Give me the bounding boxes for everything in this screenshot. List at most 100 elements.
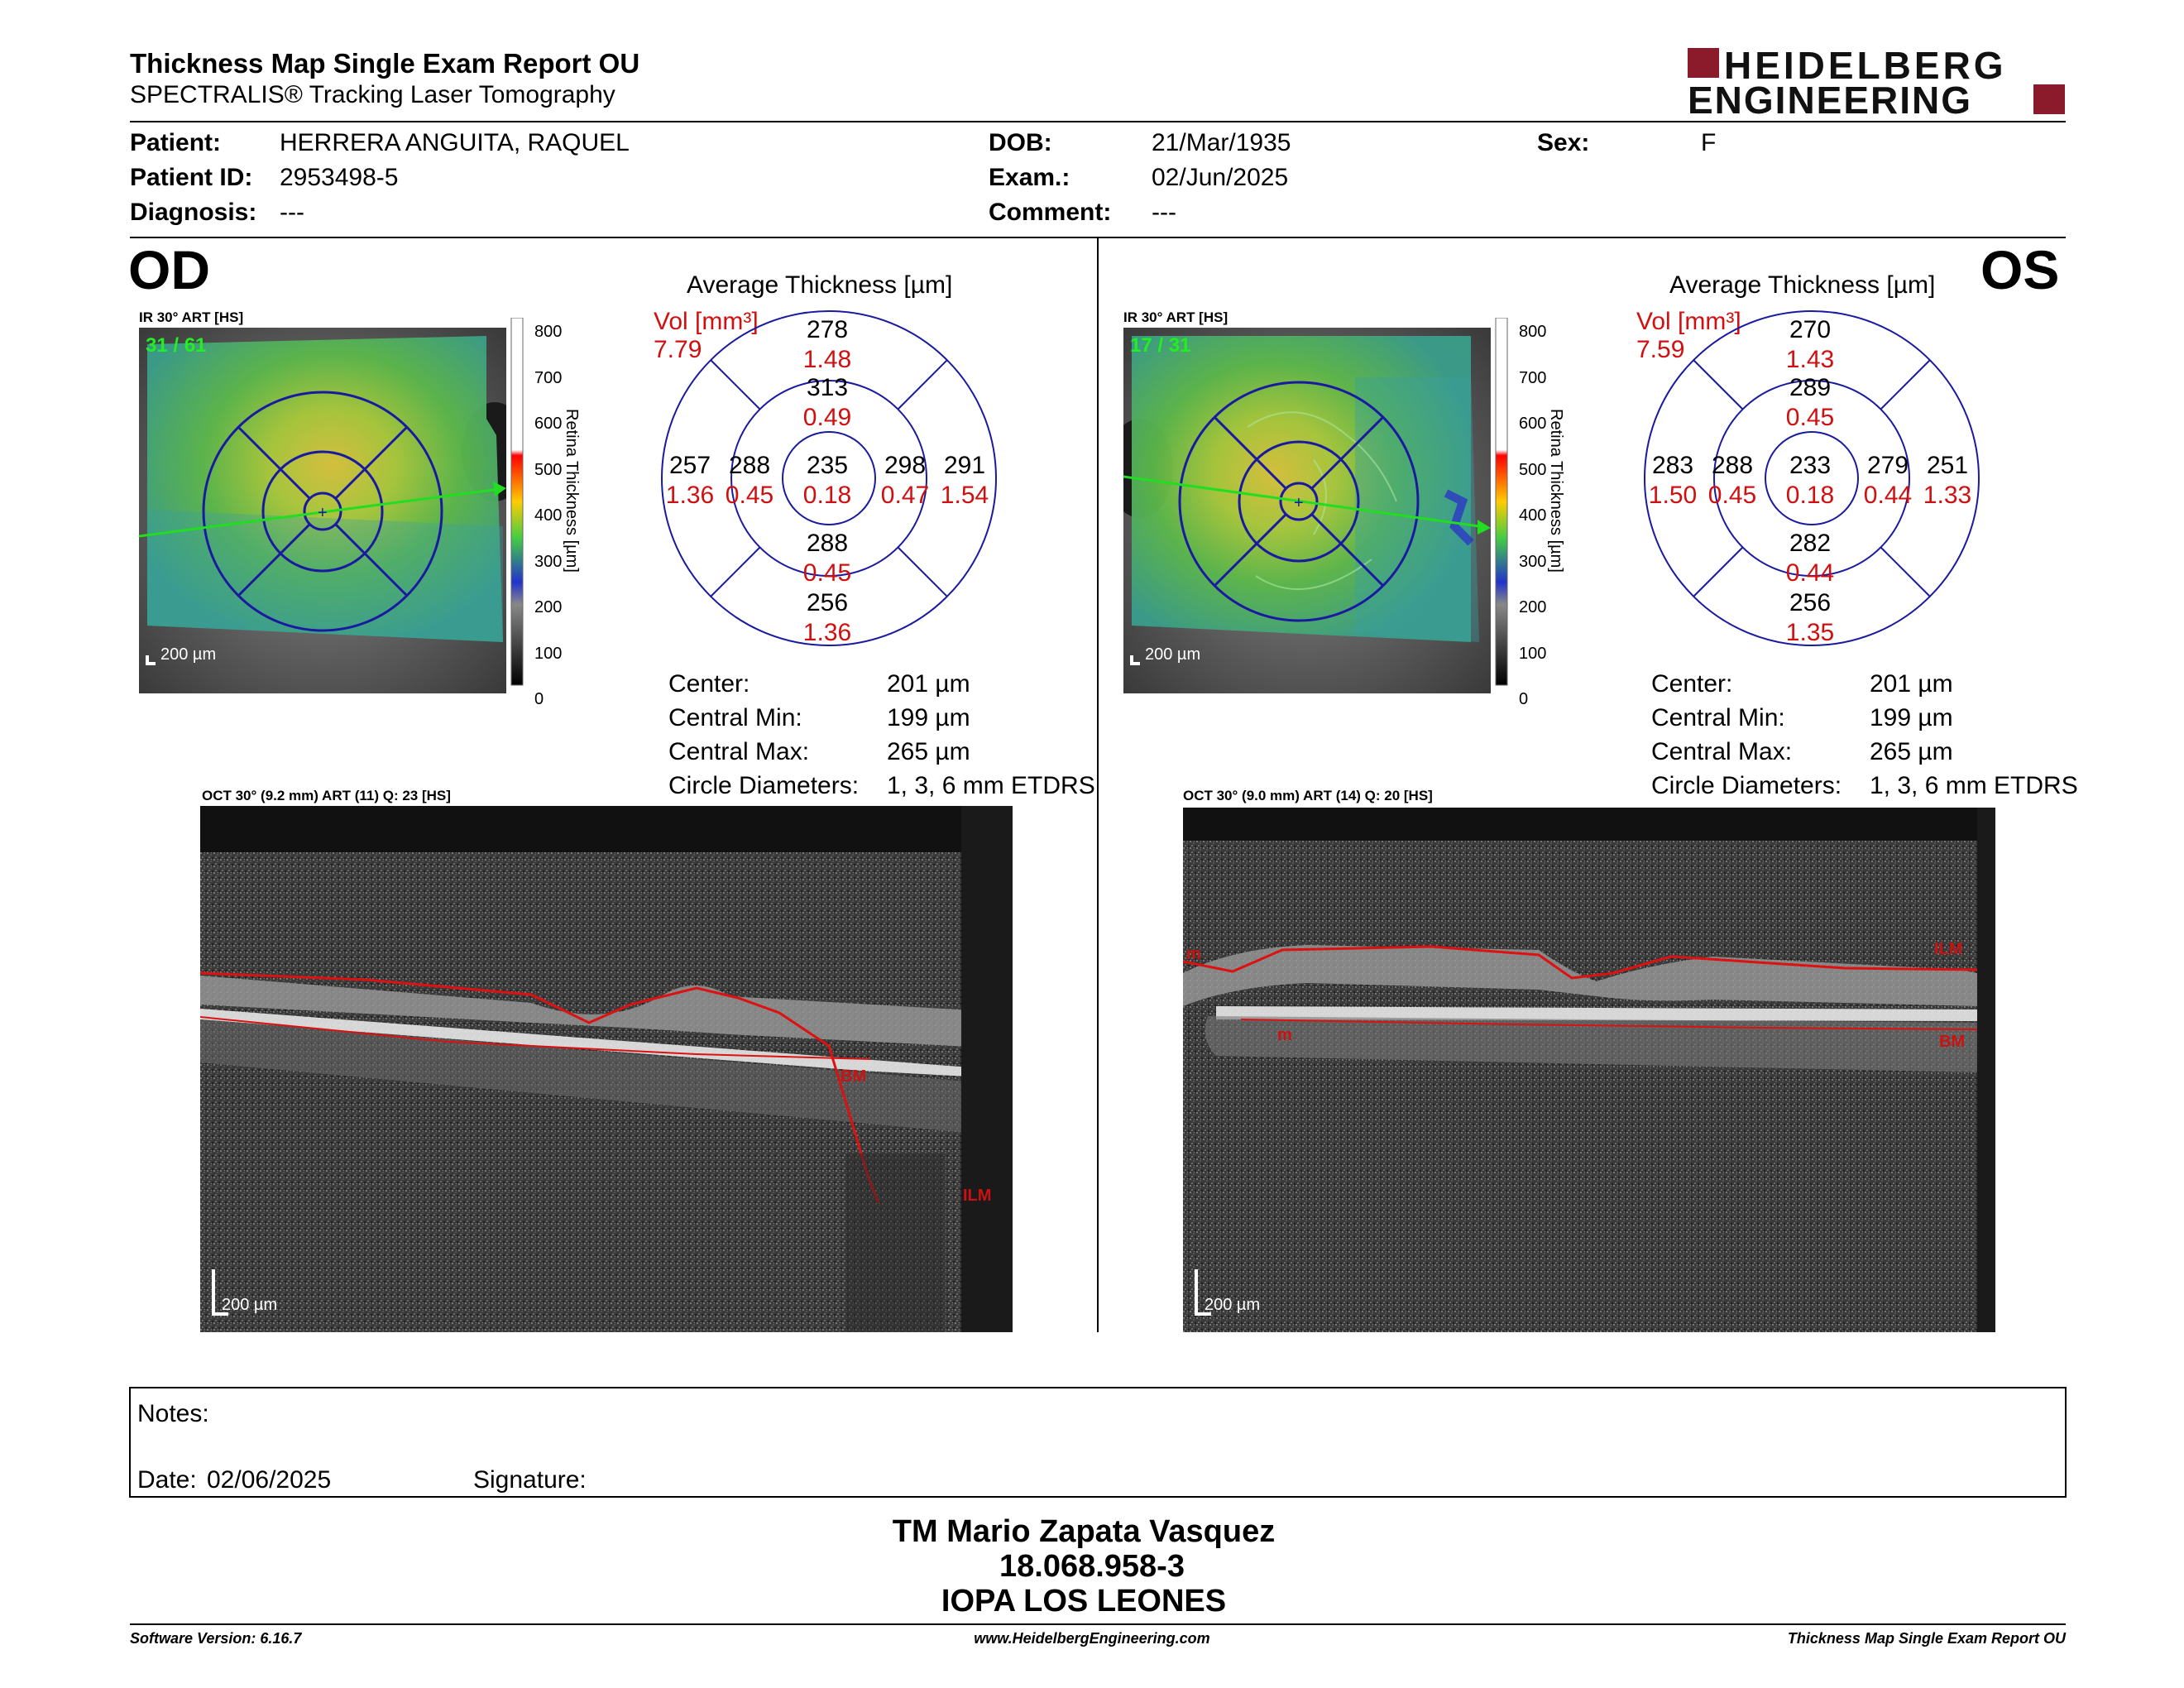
- os-center-label: Center:: [1651, 670, 1733, 698]
- os-outer-inf-t: 256: [1789, 589, 1831, 616]
- od-frames: 31 / 61: [146, 334, 207, 357]
- os-outer-right-v: 1.33: [1923, 482, 1971, 509]
- sex-label: Sex:: [1537, 129, 1590, 156]
- os-avg-title: Average Thickness [µm]: [1669, 271, 1936, 299]
- os-outer-left-t: 283: [1652, 452, 1693, 479]
- date-value: 02/06/2025: [207, 1466, 332, 1494]
- od-oct-scalebar: 200 µm: [222, 1296, 278, 1314]
- patient-id-label: Patient ID:: [130, 164, 253, 191]
- patient-name: HERRERA ANGUITA, RAQUEL: [280, 129, 630, 156]
- od-cbar-tick: 200: [534, 598, 563, 616]
- signature-label: Signature:: [473, 1466, 587, 1494]
- os-max-value: 265 µm: [1870, 738, 1953, 765]
- od-center-t: 235: [807, 452, 848, 479]
- os-layer-m2: m: [1277, 1026, 1292, 1044]
- notes-box: Notes: Date: 02/06/2025 Signature:: [129, 1387, 2067, 1498]
- os-oct-scalebar: 200 µm: [1205, 1296, 1261, 1314]
- os-oct-label: OCT 30° (9.0 mm) ART (14) Q: 20 [HS]: [1183, 788, 1433, 803]
- od-layer-ilm: ILM: [963, 1187, 992, 1205]
- dob-value: 21/Mar/1935: [1152, 129, 1291, 156]
- od-etdrs-grid: 278 1.48 313 0.49 235 0.18 288 0.45 298 …: [661, 310, 997, 646]
- os-colorbar: 800 700 600 500 400 300 200 100 0 Retina…: [1494, 317, 1585, 708]
- os-scalebar: 200 µm: [1145, 645, 1201, 664]
- os-inner-right-t: 279: [1867, 452, 1909, 479]
- od-inner-left-t: 288: [729, 452, 770, 479]
- sex-value: F: [1701, 129, 1717, 156]
- os-outer-sup-v: 1.43: [1786, 346, 1834, 373]
- od-cbar-tick: 300: [534, 552, 563, 571]
- os-inner-inf-t: 282: [1789, 530, 1831, 557]
- os-inner-inf-v: 0.44: [1786, 559, 1834, 587]
- os-inner-left-v: 0.45: [1708, 482, 1756, 509]
- os-layer-bm: BM: [1939, 1033, 1966, 1051]
- od-cbar-tick: 800: [534, 323, 563, 341]
- od-max-label: Central Max:: [668, 738, 810, 765]
- od-oct-bscan: BM ILM 200 µm: [200, 806, 1013, 1332]
- os-inner-right-v: 0.44: [1864, 482, 1912, 509]
- os-cbar-tick: 600: [1519, 415, 1547, 433]
- od-cbar-label: Retina Thickness [µm]: [563, 409, 581, 573]
- od-min-label: Central Min:: [668, 704, 802, 731]
- od-cbar-tick: 0: [534, 690, 544, 708]
- software-version: Software Version: 6.16.7: [130, 1630, 302, 1647]
- exam-label: Exam.:: [989, 164, 1070, 191]
- od-outer-right-v: 1.54: [941, 482, 989, 509]
- svg-text:+: +: [1294, 494, 1304, 512]
- svg-text:+: +: [318, 504, 328, 522]
- os-layer-m1: m: [1186, 945, 1201, 963]
- diagnosis-value: ---: [280, 199, 304, 226]
- os-layer-ilm: ILM: [1934, 940, 1963, 958]
- website-link[interactable]: www.HeidelbergEngineering.com: [974, 1630, 1210, 1647]
- os-outer-left-v: 1.50: [1649, 482, 1697, 509]
- os-outer-right-t: 251: [1927, 452, 1968, 479]
- os-inner-sup-v: 0.45: [1786, 404, 1834, 431]
- os-inner-left-t: 288: [1712, 452, 1753, 479]
- dob-label: DOB:: [989, 129, 1052, 156]
- od-avg-title: Average Thickness [µm]: [687, 271, 953, 299]
- od-eye-label: OD: [128, 239, 210, 300]
- od-outer-sup-v: 1.48: [803, 346, 851, 373]
- os-diam-label: Circle Diameters:: [1651, 772, 1842, 799]
- od-ir-label: IR 30° ART [HS]: [139, 309, 244, 325]
- od-outer-left-v: 1.36: [666, 482, 714, 509]
- comment-value: ---: [1152, 199, 1176, 226]
- od-cbar-tick: 600: [534, 415, 563, 433]
- notes-label: Notes:: [137, 1400, 209, 1427]
- od-max-value: 265 µm: [887, 738, 970, 765]
- os-cbar-tick: 100: [1519, 644, 1547, 663]
- os-cbar-tick: 0: [1519, 690, 1529, 708]
- os-oct-bscan: m m ILM BM 200 µm: [1183, 808, 1995, 1332]
- od-outer-left-t: 257: [669, 452, 711, 479]
- patient-label: Patient:: [130, 129, 222, 156]
- od-outer-right-t: 291: [944, 452, 985, 479]
- signer-name: TM Mario Zapata Vasquez: [892, 1514, 1276, 1549]
- os-vol-value: 7.59: [1636, 336, 1685, 363]
- od-min-value: 199 µm: [887, 704, 970, 731]
- od-colorbar: 800 700 600 500 400 300 200 100 0 Retina…: [510, 317, 601, 708]
- od-inner-inf-t: 288: [807, 530, 848, 557]
- od-center-value: 201 µm: [887, 670, 970, 698]
- diagnosis-label: Diagnosis:: [130, 199, 257, 226]
- od-inner-sup-t: 313: [807, 374, 848, 401]
- os-eye-label: OS: [1980, 239, 2060, 300]
- os-center-t: 233: [1789, 452, 1831, 479]
- os-cbar-tick: 200: [1519, 598, 1547, 616]
- od-oct-label: OCT 30° (9.2 mm) ART (11) Q: 23 [HS]: [202, 788, 451, 803]
- os-vol-label: Vol [mm³]: [1636, 308, 1741, 335]
- signer-org: IOPA LOS LEONES: [941, 1584, 1227, 1618]
- os-cbar-label: Retina Thickness [µm]: [1547, 409, 1565, 573]
- os-diam-value: 1, 3, 6 mm ETDRS: [1870, 772, 2078, 799]
- od-cbar-tick: 400: [534, 506, 563, 525]
- os-cbar-tick: 300: [1519, 552, 1547, 571]
- comment-label: Comment:: [989, 199, 1112, 226]
- os-inner-sup-t: 289: [1789, 374, 1831, 401]
- os-cbar-tick: 400: [1519, 506, 1547, 525]
- od-center-label: Center:: [668, 670, 750, 698]
- od-diam-value: 1, 3, 6 mm ETDRS: [887, 772, 1095, 799]
- od-inner-left-v: 0.45: [726, 482, 774, 509]
- report-title: Thickness Map Single Exam Report OU: [130, 48, 640, 79]
- od-outer-inf-v: 1.36: [803, 619, 851, 646]
- od-scalebar: 200 µm: [160, 645, 217, 664]
- od-outer-inf-t: 256: [807, 589, 848, 616]
- od-fundus-image: + 31 / 61 200 µm: [139, 328, 506, 693]
